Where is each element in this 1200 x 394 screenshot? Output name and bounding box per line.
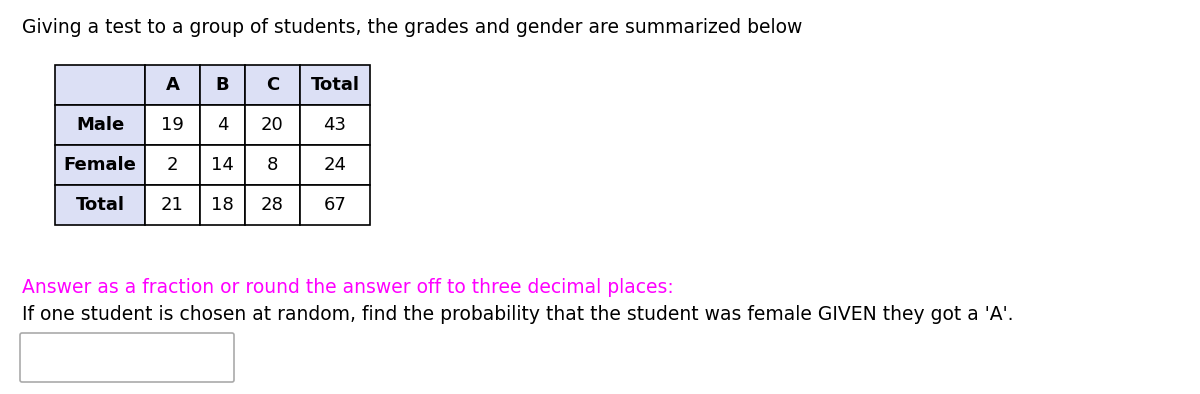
Bar xyxy=(55,185,145,225)
Text: 43: 43 xyxy=(324,116,347,134)
Text: 18: 18 xyxy=(211,196,234,214)
Text: 14: 14 xyxy=(211,156,234,174)
Bar xyxy=(245,185,300,225)
Bar xyxy=(55,145,145,185)
Text: B: B xyxy=(216,76,229,94)
Bar xyxy=(55,105,145,145)
Bar xyxy=(300,145,370,185)
Text: Male: Male xyxy=(76,116,124,134)
Bar xyxy=(145,185,200,225)
Text: Female: Female xyxy=(64,156,137,174)
Bar xyxy=(200,145,245,185)
Text: 24: 24 xyxy=(324,156,347,174)
Bar xyxy=(200,105,245,145)
Text: Giving a test to a group of students, the grades and gender are summarized below: Giving a test to a group of students, th… xyxy=(22,18,803,37)
Bar xyxy=(300,185,370,225)
Bar xyxy=(200,65,245,105)
Text: Total: Total xyxy=(311,76,360,94)
Text: 8: 8 xyxy=(266,156,278,174)
Bar xyxy=(145,65,200,105)
Text: C: C xyxy=(266,76,280,94)
Bar xyxy=(245,145,300,185)
Text: 21: 21 xyxy=(161,196,184,214)
Bar xyxy=(145,145,200,185)
Bar xyxy=(245,65,300,105)
Bar xyxy=(300,105,370,145)
Text: 19: 19 xyxy=(161,116,184,134)
Text: 4: 4 xyxy=(217,116,228,134)
Text: A: A xyxy=(166,76,180,94)
Text: Answer as a fraction or round the answer off to three decimal places:: Answer as a fraction or round the answer… xyxy=(22,278,673,297)
Text: Total: Total xyxy=(76,196,125,214)
Text: If one student is chosen at random, find the probability that the student was fe: If one student is chosen at random, find… xyxy=(22,305,1014,324)
Bar xyxy=(145,105,200,145)
FancyBboxPatch shape xyxy=(20,333,234,382)
Text: 2: 2 xyxy=(167,156,179,174)
Bar xyxy=(245,105,300,145)
Bar xyxy=(200,185,245,225)
Text: 20: 20 xyxy=(262,116,284,134)
Text: 67: 67 xyxy=(324,196,347,214)
Bar xyxy=(300,65,370,105)
Bar xyxy=(55,65,145,105)
Text: 28: 28 xyxy=(262,196,284,214)
